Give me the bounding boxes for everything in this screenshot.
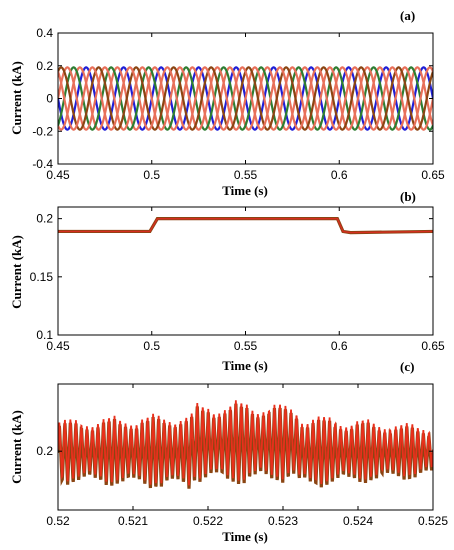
panel-b-series-line-0 <box>58 217 433 235</box>
panel-a-xlabel: Time (s) <box>222 183 268 198</box>
panel-b: (b) 0.45 0.5 0.55 0.6 0.65 0.1 0.15 0.2 Time (s… <box>9 189 445 373</box>
panel-a-ytick-label: -0.4 <box>32 157 53 171</box>
panel-b-ylabel: Current (kA) <box>9 235 24 309</box>
panel-c-ylabel: Current (kA) <box>9 410 24 484</box>
panel-a: (a) 0.45 0.5 0.55 0.6 0.65 -0.4 -0.2 0 0.2 0.4 Ti… <box>9 8 445 198</box>
panel-c-frame <box>57 383 434 511</box>
panel-a-ytick-label: 0 <box>46 92 53 106</box>
panel-c-xtick-label: 0.523 <box>268 514 298 528</box>
panel-c-label: (c) <box>400 359 414 374</box>
panel-b-xtick-label: 0.45 <box>46 339 70 353</box>
panel-b-ytick-label: 0.15 <box>30 270 54 284</box>
panel-b-xlabel: Time (s) <box>222 358 268 373</box>
panel-a-series-line-5 <box>58 66 433 131</box>
panel-a-xtick-label: 0.6 <box>331 168 348 182</box>
panel-c-ytick-label: 0.2 <box>36 444 53 458</box>
panel-c-xtick-label: 0.521 <box>118 514 148 528</box>
panel-c-xtick-label: 0.525 <box>418 514 448 528</box>
panel-b-xtick-label: 0.65 <box>421 339 445 353</box>
panel-a-xtick-label: 0.55 <box>234 168 258 182</box>
panel-c-series-line-1 <box>58 400 433 486</box>
panel-a-ticks: 0.45 0.5 0.55 0.6 0.65 -0.4 -0.2 0 0.2 0.4 <box>32 26 445 182</box>
panel-a-series-line-3 <box>58 66 433 131</box>
panel-b-xtick-label: 0.55 <box>234 339 258 353</box>
panel-b-label: (b) <box>400 189 416 204</box>
panel-c-xtick-label: 0.524 <box>343 514 373 528</box>
panel-b-xtick-label: 0.5 <box>143 339 160 353</box>
panel-b-ticks: 0.45 0.5 0.55 0.6 0.65 0.1 0.15 0.2 <box>30 207 445 353</box>
panel-a-ytick-label: 0.4 <box>36 26 53 40</box>
panel-a-ylabel: Current (kA) <box>9 61 24 135</box>
panel-b-series-line-1 <box>58 217 433 234</box>
panel-b-frame <box>57 206 434 336</box>
panel-c-plot <box>58 400 433 489</box>
panel-b-plot <box>58 217 433 235</box>
panel-a-label: (a) <box>400 8 415 23</box>
panel-b-xtick-label: 0.6 <box>331 339 348 353</box>
panel-c-xlabel: Time (s) <box>222 529 268 544</box>
panel-a-xtick-label: 0.65 <box>421 168 445 182</box>
panel-c-ticks: 0.52 0.521 0.522 0.523 0.524 0.525 0.2 <box>36 384 448 528</box>
panel-b-ytick-label: 0.2 <box>36 212 53 226</box>
panel-a-xtick-label: 0.5 <box>143 168 160 182</box>
panel-c-xtick-label: 0.52 <box>46 514 70 528</box>
panel-b-ytick-label: 0.1 <box>36 328 53 342</box>
panel-a-ytick-label: 0.2 <box>36 59 53 73</box>
panel-a-xtick-label: 0.45 <box>46 168 70 182</box>
panel-a-plot <box>58 66 433 131</box>
panel-a-ytick-label: -0.2 <box>32 124 53 138</box>
panel-c: (c) 0.52 0.521 0.522 0.523 0.524 0.525 0.2 Tim… <box>9 359 448 544</box>
panel-c-xtick-label: 0.522 <box>193 514 223 528</box>
